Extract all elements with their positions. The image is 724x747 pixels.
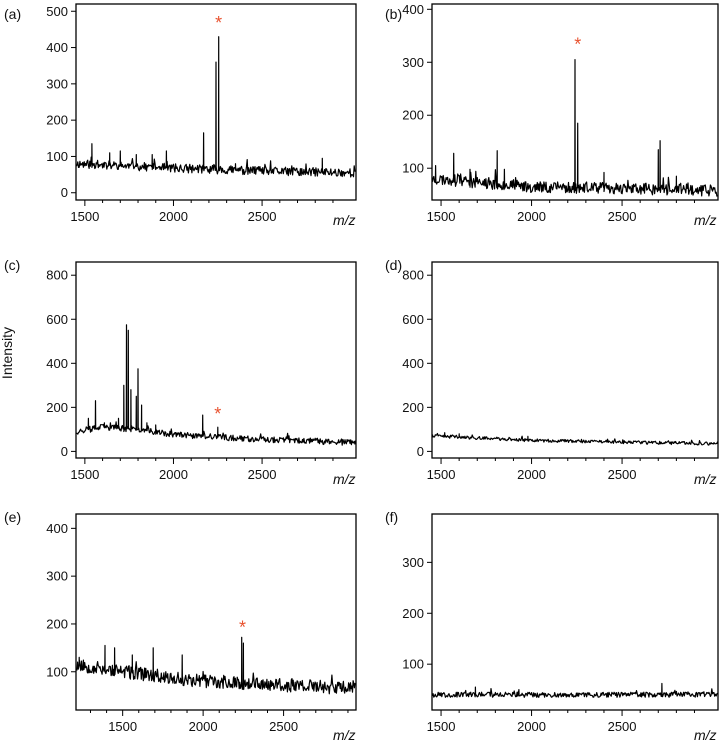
peak-marker: * (239, 617, 246, 637)
x-tick-label: 2000 (517, 467, 546, 482)
y-tick-label: 600 (402, 312, 424, 327)
x-tick-label: 2500 (608, 719, 637, 734)
x-tick-label: 2000 (159, 467, 188, 482)
y-tick-label: 800 (402, 268, 424, 283)
plot-frame (431, 3, 719, 201)
spectrum-line (431, 59, 719, 197)
y-tick-label: 200 (46, 400, 68, 415)
x-tick-label: 1500 (70, 467, 99, 482)
y-tick-label: 0 (61, 185, 68, 200)
y-tick-label: 200 (46, 113, 68, 128)
plot-frame (431, 513, 719, 711)
x-tick-label: 2500 (608, 209, 637, 224)
x-axis-label: m/z (333, 212, 356, 228)
y-tick-label: 100 (402, 657, 424, 672)
plot-frame (75, 513, 357, 711)
y-tick-label: 0 (61, 444, 68, 459)
x-axis-label: m/z (333, 471, 356, 487)
y-tick-label: 300 (46, 569, 68, 584)
y-tick-label: 500 (46, 4, 68, 19)
x-tick-label: 2000 (517, 719, 546, 734)
x-tick-label: 2500 (248, 467, 277, 482)
y-tick-label: 0 (417, 444, 424, 459)
y-tick-label: 100 (402, 161, 424, 176)
x-tick-label: 2500 (269, 719, 298, 734)
shared-y-axis-label: Intensity (0, 327, 15, 379)
x-axis-label: m/z (694, 727, 717, 743)
spectrum-line (75, 636, 357, 695)
x-tick-label: 1500 (108, 719, 137, 734)
x-tick-label: 2000 (189, 719, 218, 734)
x-axis-label: m/z (694, 212, 717, 228)
y-tick-label: 300 (402, 55, 424, 70)
y-tick-label: 800 (46, 268, 68, 283)
x-axis-label: m/z (694, 471, 717, 487)
chart-panel-f: (f) 100 200 300 1500 2000 2500 m/z (385, 509, 719, 743)
y-tick-label: 400 (46, 40, 68, 55)
y-tick-label: 400 (46, 521, 68, 536)
x-tick-label: 2500 (248, 209, 277, 224)
y-tick-label: 200 (402, 400, 424, 415)
y-tick-label: 200 (46, 616, 68, 631)
panel-label: (d) (385, 257, 402, 273)
panel-label: (f) (385, 509, 398, 525)
panel-label: (c) (4, 257, 20, 273)
y-tick-label: 400 (402, 356, 424, 371)
y-tick-label: 400 (46, 356, 68, 371)
chart-panel-c: (c) 0 200 400 600 800 1500 2000 2500 * m/z (4, 257, 357, 487)
y-tick-label: 100 (46, 149, 68, 164)
peak-marker: * (574, 35, 581, 55)
y-tick-label: 600 (46, 312, 68, 327)
panel-label: (a) (4, 6, 21, 22)
peak-marker: * (214, 404, 221, 424)
y-tick-label: 300 (46, 76, 68, 91)
x-axis-label: m/z (333, 727, 356, 743)
chart-panel-a: (a) 0 100 200 300 400 500 1500 2000 2500 * m/z (4, 3, 357, 228)
x-tick-label: 2000 (517, 209, 546, 224)
spectrum-line (431, 682, 718, 698)
plot-frame (75, 3, 357, 201)
y-tick-label: 200 (402, 108, 424, 123)
spectrum-line (75, 36, 356, 178)
x-tick-label: 1500 (427, 719, 456, 734)
spectrum-line (431, 432, 719, 446)
y-tick-label: 100 (46, 664, 68, 679)
x-tick-label: 1500 (427, 209, 456, 224)
chart-panel-d: (d) 0 200 400 600 800 1500 2000 2500 m/z (385, 257, 719, 487)
chart-panel-b: (b) 100 200 300 400 1500 2000 2500 * m/z (385, 2, 719, 228)
y-tick-label: 300 (402, 555, 424, 570)
y-tick-label: 200 (402, 606, 424, 621)
plot-frame (75, 261, 357, 459)
plot-frame (431, 261, 719, 459)
x-tick-label: 2500 (608, 467, 637, 482)
x-tick-label: 1500 (427, 467, 456, 482)
panel-label: (e) (4, 509, 21, 525)
x-tick-label: 2000 (159, 209, 188, 224)
panel-label: (b) (385, 6, 402, 22)
peak-marker: * (215, 13, 222, 33)
x-tick-label: 1500 (70, 209, 99, 224)
spectrum-line (76, 324, 357, 446)
y-tick-label: 400 (402, 2, 424, 17)
chart-panel-e: (e) 100 200 300 400 1500 2000 2500 * m/z (4, 509, 357, 743)
